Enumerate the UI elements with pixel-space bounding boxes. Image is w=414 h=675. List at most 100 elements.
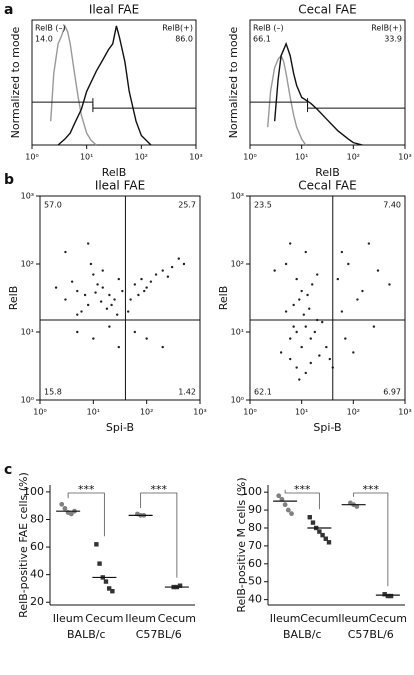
point [76, 313, 79, 316]
gate-name: RelB (–) [35, 24, 66, 33]
significance-label: *** [363, 483, 380, 496]
point [279, 351, 283, 354]
significance-bracket [284, 489, 320, 510]
point [182, 262, 186, 266]
point [145, 286, 148, 289]
x-tick-label: 10⁰ [243, 153, 256, 162]
chart-title: Ileal FAE [89, 3, 139, 17]
point [284, 310, 288, 313]
point [110, 303, 113, 307]
point [129, 298, 132, 301]
point [302, 313, 306, 316]
y-axis-label: Normalized to mode [9, 26, 22, 138]
point [117, 277, 120, 281]
x-tick-label: 10⁰ [33, 408, 46, 417]
point [292, 303, 295, 307]
point [108, 325, 111, 328]
point [133, 283, 137, 286]
quadrant-value: 1.42 [178, 388, 196, 397]
chart-title: Cecal FAE [298, 3, 356, 17]
y-tick-label: 100 [23, 485, 44, 498]
y-tick-label: 40 [248, 593, 262, 606]
point [80, 310, 83, 313]
point [97, 561, 102, 566]
plot-frame [249, 19, 406, 146]
gate-name: RelB (–) [253, 24, 284, 33]
x-axis-label: Spi-B [106, 421, 134, 434]
gate-name: RelB(+) [162, 24, 193, 33]
point [143, 289, 146, 293]
point [64, 250, 67, 254]
panel-label: a [4, 2, 13, 18]
point [388, 593, 394, 599]
point [347, 262, 350, 266]
point [86, 242, 90, 245]
point [289, 337, 292, 340]
panel-label: c [4, 462, 12, 478]
point [313, 330, 317, 334]
point [306, 293, 309, 297]
gate-value: 33.9 [384, 35, 402, 44]
point [382, 592, 387, 597]
group-label: C57BL/6 [348, 628, 394, 641]
point [145, 337, 148, 340]
quadrant-value: 23.5 [254, 201, 272, 210]
point [62, 506, 68, 511]
point [108, 293, 111, 297]
category-label: Cecum [300, 612, 338, 625]
point [59, 501, 65, 507]
point [321, 320, 324, 324]
significance-bracket [67, 492, 105, 537]
point [376, 269, 380, 272]
histogram-curve [266, 54, 307, 146]
category-label: Ileum [270, 612, 301, 625]
point [295, 277, 298, 281]
histogram-curve [57, 25, 152, 146]
gate-value: 14.0 [35, 35, 53, 44]
point [273, 269, 276, 272]
point [177, 257, 180, 260]
quadrant-value: 6.97 [383, 388, 401, 397]
point [76, 289, 79, 293]
point [94, 291, 97, 294]
y-tick-label: 60 [248, 557, 262, 570]
point [289, 511, 294, 517]
point [133, 330, 137, 334]
point [311, 283, 314, 286]
x-tick-label: 10² [135, 153, 148, 162]
x-tick-label: 10³ [189, 153, 202, 162]
point [388, 283, 391, 286]
significance-label: *** [294, 483, 311, 496]
point [289, 242, 292, 245]
chart-title: Ileal FAE [95, 179, 145, 193]
point [149, 280, 153, 283]
point [94, 542, 99, 547]
point [276, 493, 282, 499]
x-axis-label: Spi-B [313, 421, 341, 434]
y-tick-label: 10² [231, 260, 244, 269]
category-label: Ileum [338, 612, 369, 625]
x-axis-label: RelB [102, 166, 127, 179]
x-tick-label: 10¹ [295, 408, 308, 417]
point [154, 273, 158, 276]
y-tick-label: 10⁰ [21, 396, 34, 405]
point [115, 313, 119, 316]
point [282, 502, 288, 508]
gate-value: 86.0 [175, 35, 193, 44]
point [304, 371, 307, 375]
point [161, 269, 164, 272]
x-tick-label: 10³ [398, 408, 411, 417]
y-tick-label: 10¹ [21, 328, 34, 337]
y-tick-label: 10² [21, 260, 34, 269]
point [70, 280, 74, 283]
quadrant-value: 62.1 [254, 388, 272, 397]
point [54, 286, 58, 289]
point [289, 357, 292, 361]
point [140, 277, 143, 281]
x-tick-label: 10² [140, 408, 153, 417]
y-axis-label: RelB [217, 286, 230, 311]
y-tick-label: 20 [30, 595, 44, 608]
point [103, 579, 109, 584]
point [298, 378, 301, 381]
quadrant-value: 57.0 [44, 201, 62, 210]
